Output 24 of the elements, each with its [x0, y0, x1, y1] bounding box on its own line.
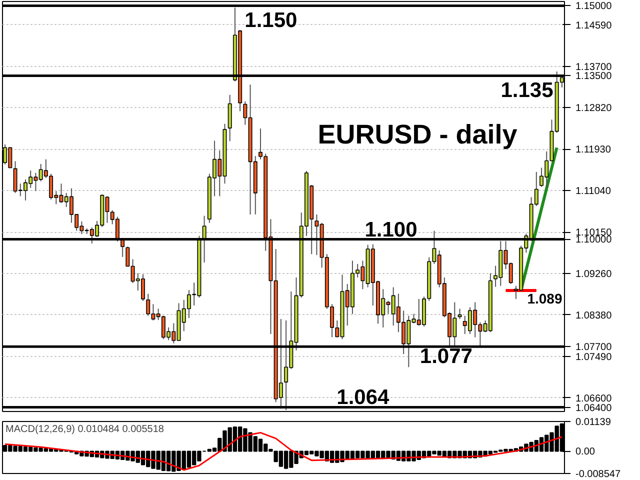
y-tick-label: 1.06600	[576, 393, 612, 404]
chart-title: MACD(12,26,9) 0.010484 0.005518	[6, 424, 164, 435]
annotation: 1.089	[527, 290, 562, 306]
y-tick-label: 1.12820	[576, 103, 612, 114]
y-tick-label: 1.14590	[576, 20, 612, 32]
annotation: 1.077	[420, 345, 472, 368]
ref-line-label: 1.15000	[576, 1, 612, 12]
ref-line-label: 1.07700	[576, 342, 612, 354]
y-tick-label: 1.13700	[576, 62, 612, 73]
y-tick-label: 1.11930	[576, 144, 612, 156]
y-tick-label: -0.008547	[576, 469, 621, 480]
y-tick-label: 1.08380	[576, 310, 612, 322]
annotation: 1.100	[364, 218, 418, 242]
text: EURUSD - daily	[318, 120, 518, 150]
ref-line-label: 1.06400	[576, 402, 612, 414]
y-tick-label: 1.07490	[576, 352, 612, 363]
y-tick-label: 1.09260	[576, 269, 612, 280]
y-tick-label: 1.11040	[576, 186, 612, 198]
annotation: 1.150	[244, 9, 298, 32]
ref-line-label: 1.13500	[576, 71, 612, 82]
annotation: 1.064	[336, 386, 390, 409]
y-tick-label: 0.01139	[576, 417, 612, 428]
annotation: 1.135	[500, 79, 554, 102]
y-tick-label: 0.00	[576, 446, 596, 458]
